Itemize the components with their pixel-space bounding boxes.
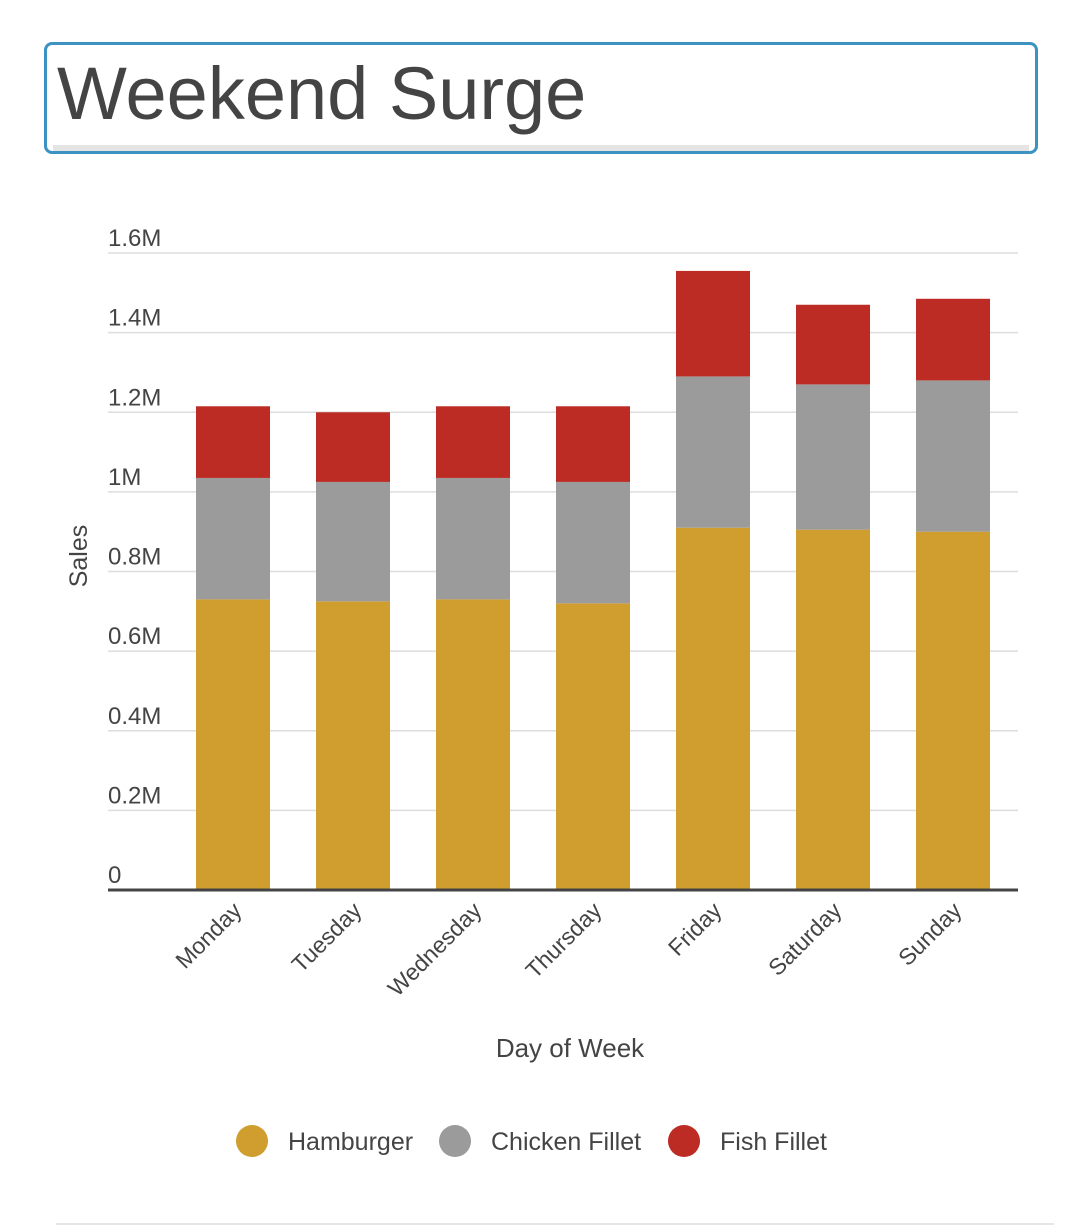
legend-swatch	[236, 1125, 268, 1157]
bar-segment	[916, 298, 990, 381]
y-tick-label: 1M	[108, 464, 141, 491]
x-tick-label: Sunday	[893, 897, 967, 971]
bar-segment	[556, 603, 630, 890]
y-tick-label: 0.6M	[108, 623, 161, 650]
x-tick-label: Monday	[170, 897, 247, 974]
bar-segment	[196, 599, 270, 890]
y-tick-label: 1.2M	[108, 384, 161, 411]
y-tick-label: 0.8M	[108, 544, 161, 571]
legend-label: Fish Fillet	[720, 1128, 827, 1156]
bar-segment	[796, 304, 870, 385]
y-tick-label: 0.2M	[108, 782, 161, 809]
bar-segment	[796, 384, 870, 530]
x-tick-label: Thursday	[520, 897, 607, 984]
legend-swatch	[439, 1125, 471, 1157]
legend-label: Chicken Fillet	[491, 1128, 641, 1156]
bar-segment	[796, 529, 870, 890]
bar-segment	[556, 481, 630, 604]
bar-segment	[436, 599, 510, 890]
chart-title: Weekend Surge	[57, 52, 587, 135]
bar-segment	[316, 412, 390, 482]
y-tick-label: 0.4M	[108, 703, 161, 730]
legend-label: Hamburger	[288, 1128, 413, 1156]
x-tick-label: Friday	[663, 897, 727, 961]
bar-segment	[916, 531, 990, 890]
bar-segment	[676, 270, 750, 377]
bar-segment	[676, 527, 750, 890]
bar-segment	[916, 380, 990, 532]
y-tick-label: 1.6M	[108, 225, 161, 252]
bar-segment	[316, 601, 390, 890]
bar-segment	[196, 477, 270, 600]
x-tick-label: Wednesday	[383, 897, 487, 1001]
bar-segment	[436, 477, 510, 600]
bar-segment	[676, 376, 750, 528]
x-tick-label: Saturday	[763, 897, 847, 981]
bar-segment	[436, 406, 510, 478]
title-box-shadow	[53, 145, 1029, 151]
bottom-divider	[56, 1223, 1054, 1225]
y-axis-title: Sales	[65, 525, 93, 588]
chart-title-box[interactable]: Weekend Surge	[44, 42, 1038, 154]
legend-swatch	[668, 1125, 700, 1157]
x-axis-title: Day of Week	[496, 1033, 645, 1063]
y-tick-label: 0	[108, 862, 121, 889]
bar-segment	[556, 406, 630, 482]
bar-segment	[316, 481, 390, 602]
x-tick-label: Tuesday	[286, 897, 367, 978]
bar-segment	[196, 406, 270, 478]
y-tick-label: 1.4M	[108, 305, 161, 332]
